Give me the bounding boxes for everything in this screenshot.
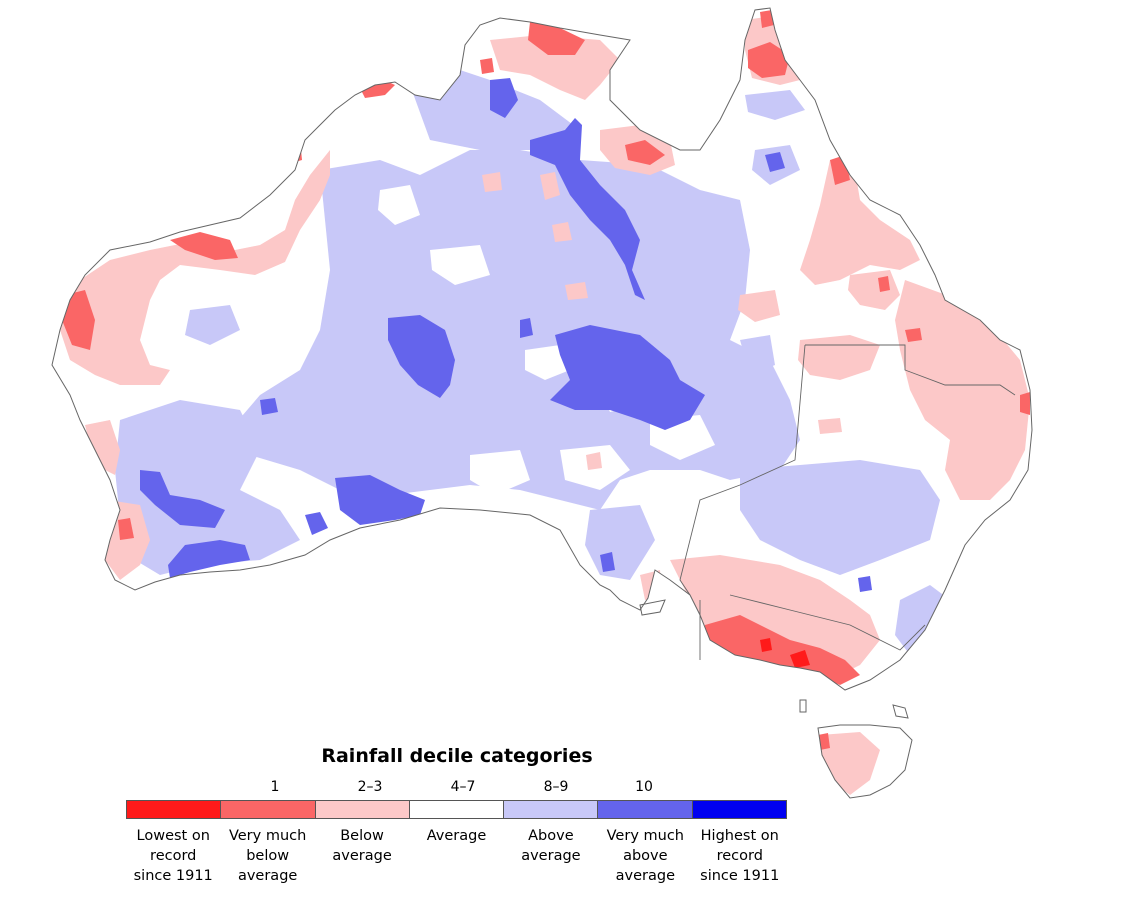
legend-swatch-below	[315, 801, 410, 818]
legend-label-lowest: Lowest on record since 1911	[133, 828, 213, 884]
legend-color-bar	[126, 800, 787, 819]
legend-label-average: Average	[426, 828, 487, 844]
legend-top-label-1: 1	[270, 779, 280, 795]
legend-swatch-very-much-below	[221, 801, 316, 818]
legend-swatch-lowest	[127, 801, 222, 818]
legend-label-very-much-below: Very much below average	[228, 828, 307, 884]
legend-swatch-very-much-above	[598, 801, 693, 818]
legend-swatch-average	[409, 801, 505, 818]
legend-top-label-4: 8–9	[543, 779, 569, 795]
legend-label-above: Above average	[521, 828, 581, 864]
legend-labels: Lowest on record since 1911 Very much be…	[126, 826, 787, 886]
legend-swatch-highest	[692, 801, 786, 818]
legend-swatch-above	[504, 801, 599, 818]
coastline-outline	[51, 7, 1033, 799]
legend-label-very-much-above: Very much above average	[606, 828, 684, 884]
legend-top-label-3: 4–7	[450, 779, 476, 795]
legend-label-highest: Highest on record since 1911	[700, 828, 780, 884]
legend-title: Rainfall decile categories	[321, 745, 593, 767]
legend-top-label-5: 10	[635, 779, 653, 795]
legend-label-below: Below average	[332, 828, 392, 864]
legend-top-label-2: 2–3	[357, 779, 383, 795]
